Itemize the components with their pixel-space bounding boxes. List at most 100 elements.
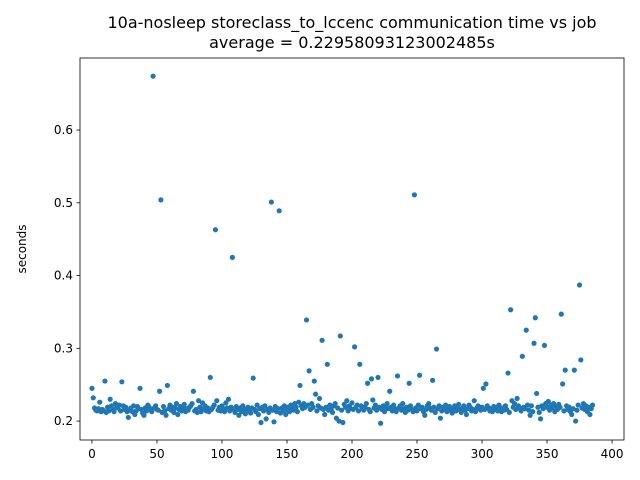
y-axis-label: seconds bbox=[15, 224, 29, 273]
point bbox=[181, 401, 187, 407]
point bbox=[384, 401, 390, 407]
x-tick-label: 400 bbox=[601, 447, 624, 461]
point bbox=[480, 385, 486, 391]
point bbox=[578, 357, 584, 363]
point bbox=[223, 400, 229, 406]
point bbox=[336, 418, 342, 424]
point bbox=[211, 402, 217, 408]
point bbox=[524, 402, 531, 408]
point bbox=[531, 340, 537, 346]
point bbox=[349, 400, 355, 406]
point bbox=[240, 403, 246, 409]
point bbox=[561, 408, 567, 414]
point bbox=[436, 403, 442, 409]
point bbox=[163, 412, 169, 418]
point bbox=[312, 391, 319, 397]
point bbox=[229, 254, 235, 260]
point bbox=[306, 368, 312, 374]
y-tick-label: 0.2 bbox=[54, 414, 73, 428]
point bbox=[367, 409, 373, 415]
x-tick-label: 300 bbox=[471, 447, 494, 461]
point bbox=[471, 398, 477, 404]
point bbox=[518, 408, 524, 414]
point bbox=[573, 418, 579, 424]
point bbox=[522, 406, 528, 412]
point bbox=[297, 382, 303, 389]
point bbox=[562, 367, 568, 373]
point bbox=[158, 197, 164, 203]
point bbox=[116, 402, 122, 408]
point bbox=[549, 405, 555, 411]
point bbox=[338, 407, 345, 413]
point bbox=[426, 401, 432, 407]
point bbox=[164, 382, 170, 389]
point bbox=[293, 404, 299, 410]
point bbox=[207, 374, 213, 381]
point bbox=[172, 405, 178, 411]
point bbox=[296, 399, 302, 405]
point bbox=[368, 376, 375, 382]
point bbox=[141, 412, 147, 418]
point bbox=[511, 401, 518, 407]
point bbox=[405, 407, 411, 413]
point bbox=[281, 403, 287, 409]
point bbox=[117, 408, 124, 414]
point bbox=[483, 381, 489, 387]
point bbox=[342, 404, 349, 410]
point bbox=[155, 407, 161, 413]
point bbox=[162, 408, 168, 414]
point bbox=[258, 419, 264, 426]
point bbox=[344, 398, 350, 404]
point bbox=[90, 395, 96, 401]
point bbox=[221, 409, 228, 415]
point bbox=[528, 403, 535, 409]
point bbox=[255, 411, 261, 418]
point bbox=[111, 409, 117, 415]
point bbox=[303, 317, 310, 323]
point bbox=[519, 353, 525, 359]
point bbox=[526, 407, 532, 413]
point bbox=[456, 401, 462, 407]
point bbox=[569, 411, 575, 418]
point bbox=[236, 412, 242, 418]
point bbox=[352, 344, 358, 350]
point bbox=[125, 414, 131, 421]
point bbox=[310, 404, 316, 410]
x-tick-label: 200 bbox=[341, 447, 364, 461]
point bbox=[214, 398, 220, 404]
point bbox=[576, 282, 583, 288]
axes-frame bbox=[79, 57, 625, 441]
point bbox=[387, 388, 393, 394]
plot-area bbox=[89, 73, 596, 426]
point bbox=[532, 315, 538, 321]
point bbox=[247, 410, 254, 416]
point bbox=[322, 411, 328, 418]
x-tick-label: 150 bbox=[276, 447, 299, 461]
point bbox=[536, 409, 542, 415]
point bbox=[560, 381, 566, 387]
point bbox=[571, 367, 577, 373]
point bbox=[363, 401, 369, 407]
point bbox=[482, 406, 488, 413]
point bbox=[365, 380, 371, 386]
point bbox=[534, 390, 540, 397]
point bbox=[314, 408, 320, 414]
point bbox=[394, 373, 401, 379]
point bbox=[437, 415, 444, 421]
point bbox=[171, 409, 177, 415]
y-tick-label: 0.6 bbox=[54, 123, 73, 137]
point bbox=[160, 403, 167, 410]
x-tick-label: 250 bbox=[406, 447, 429, 461]
point bbox=[411, 192, 418, 198]
point bbox=[400, 401, 406, 407]
point bbox=[250, 375, 256, 381]
point bbox=[263, 416, 269, 422]
point bbox=[89, 385, 95, 391]
point bbox=[283, 411, 289, 418]
point bbox=[354, 402, 360, 408]
point bbox=[275, 406, 281, 412]
point bbox=[419, 404, 425, 410]
point bbox=[589, 402, 596, 408]
